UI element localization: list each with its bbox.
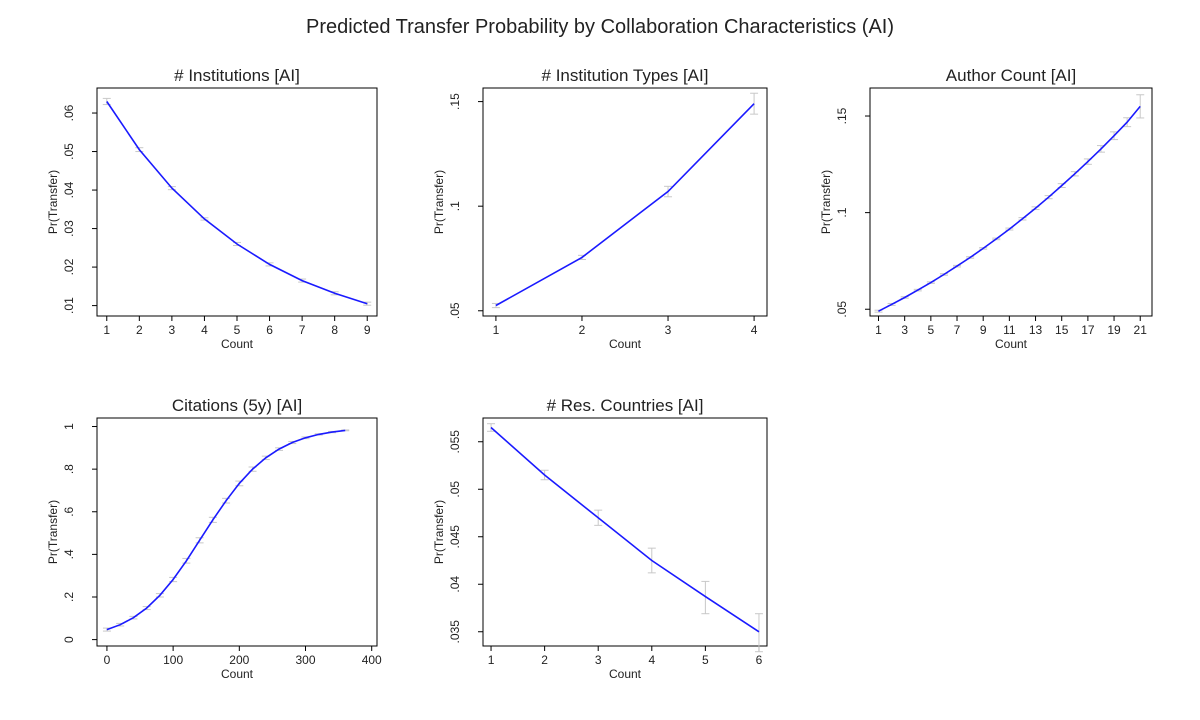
y-tick-label: 0 xyxy=(62,636,76,643)
y-tick-label: .6 xyxy=(62,506,76,516)
x-tick-label: 9 xyxy=(980,323,987,337)
x-tick-label: 200 xyxy=(229,653,249,667)
y-tick-label: .05 xyxy=(448,302,462,319)
panel-title: # Institution Types [AI] xyxy=(542,66,709,85)
x-tick-label: 0 xyxy=(104,653,111,667)
x-axis-label: Count xyxy=(221,667,254,681)
y-tick-label: .8 xyxy=(62,464,76,474)
prediction-line xyxy=(495,103,755,307)
y-axis-label: Pr(Transfer) xyxy=(46,500,60,564)
plot-frame xyxy=(482,87,768,317)
y-tick-label: .02 xyxy=(62,258,76,275)
y-tick-label: .055 xyxy=(448,430,462,454)
panel-title: # Res. Countries [AI] xyxy=(547,396,704,415)
ci-bar xyxy=(1136,94,1145,119)
y-tick-label: .1 xyxy=(835,207,849,217)
plot-frame xyxy=(96,417,378,647)
x-tick-label: 7 xyxy=(954,323,961,337)
x-tick-label: 3 xyxy=(665,323,672,337)
prediction-line xyxy=(878,105,1141,312)
x-tick-label: 3 xyxy=(169,323,176,337)
x-tick-label: 11 xyxy=(1003,323,1016,337)
panel-title: # Institutions [AI] xyxy=(174,66,300,85)
y-tick-label: .1 xyxy=(448,201,462,211)
x-tick-label: 400 xyxy=(362,653,382,667)
x-tick-label: 9 xyxy=(364,323,371,337)
x-tick-label: 4 xyxy=(648,653,655,667)
x-tick-label: 5 xyxy=(928,323,935,337)
x-tick-label: 1 xyxy=(488,653,495,667)
x-tick-label: 4 xyxy=(751,323,758,337)
x-tick-label: 100 xyxy=(163,653,183,667)
plot-frame xyxy=(482,417,768,647)
x-tick-label: 1 xyxy=(875,323,882,337)
y-tick-label: 1 xyxy=(62,423,76,430)
x-tick-label: 4 xyxy=(201,323,208,337)
plot-frame xyxy=(869,87,1153,317)
y-tick-label: .04 xyxy=(448,576,462,593)
y-tick-label: .03 xyxy=(62,220,76,237)
plot-frame xyxy=(96,87,378,317)
x-tick-label: 19 xyxy=(1107,323,1121,337)
y-tick-label: .05 xyxy=(62,143,76,160)
panel-title: Author Count [AI] xyxy=(946,66,1076,85)
ci-bar xyxy=(102,97,111,106)
y-tick-label: .4 xyxy=(62,549,76,559)
ci-bar xyxy=(754,613,763,653)
panel-3: Author Count [AI]1 3 5 7 9 11 13 15 17 19 21.05.1.… xyxy=(819,66,1153,351)
y-axis-label: Pr(Transfer) xyxy=(432,170,446,234)
y-tick-label: .035 xyxy=(448,620,462,644)
x-axis-label: Count xyxy=(609,337,642,351)
y-tick-label: .01 xyxy=(62,297,76,314)
prediction-line xyxy=(106,429,346,631)
y-tick-label: .045 xyxy=(448,525,462,549)
x-tick-label: 3 xyxy=(901,323,908,337)
prediction-line xyxy=(106,101,368,305)
figure-title: Predicted Transfer Probability by Collab… xyxy=(305,16,895,38)
y-tick-label: .04 xyxy=(62,181,76,198)
y-tick-label: .15 xyxy=(835,107,849,124)
x-tick-label: 2 xyxy=(541,653,548,667)
y-tick-label: .15 xyxy=(448,93,462,110)
x-tick-label: 5 xyxy=(702,653,709,667)
panel-2: # Institution Types [AI] 1 2 3 4 .05 .1 .15 Coun… xyxy=(432,66,768,351)
x-tick-label: 3 xyxy=(595,653,602,667)
x-tick-label: 17 xyxy=(1081,323,1095,337)
x-tick-label: 21 xyxy=(1134,323,1148,337)
x-tick-label: 2 xyxy=(579,323,586,337)
y-tick-label: .06 xyxy=(62,104,76,121)
prediction-line xyxy=(490,426,760,633)
x-tick-label: 1 xyxy=(493,323,500,337)
x-tick-label: 1 xyxy=(103,323,110,337)
x-tick-label: 6 xyxy=(756,653,763,667)
panel-4: Citations (5y) [AI] 0 100 200 300 400 0 .2 .4 .6.… xyxy=(46,396,382,681)
x-tick-label: 7 xyxy=(299,323,306,337)
y-tick-label: .2 xyxy=(62,592,76,602)
x-axis-label: Count xyxy=(221,337,254,351)
x-tick-label: 8 xyxy=(331,323,338,337)
ci-bar xyxy=(750,92,759,115)
y-axis-label: Pr(Transfer) xyxy=(819,170,833,234)
x-tick-label: 6 xyxy=(266,323,273,337)
x-axis-label: Count xyxy=(609,667,642,681)
x-tick-label: 5 xyxy=(234,323,241,337)
panel-5: # Res. Countries [AI] 1 2 3 4 5 6 .035 .04 .045 .0… xyxy=(432,396,768,681)
panel-title: Citations (5y) [AI] xyxy=(172,396,302,415)
panel-1: # Institutions [AI] 1 2 3 4 5 6 7 8 9 .01 .02 .03 .04… xyxy=(46,66,378,351)
x-tick-label: 15 xyxy=(1055,323,1069,337)
x-axis-label: Count xyxy=(995,337,1028,351)
x-tick-label: 13 xyxy=(1029,323,1043,337)
y-axis-label: Pr(Transfer) xyxy=(432,500,446,564)
ci-bar xyxy=(701,580,710,615)
x-tick-label: 2 xyxy=(136,323,143,337)
x-tick-label: 300 xyxy=(295,653,315,667)
y-tick-label: .05 xyxy=(448,481,462,498)
y-axis-label: Pr(Transfer) xyxy=(46,170,60,234)
y-tick-label: .05 xyxy=(835,301,849,318)
